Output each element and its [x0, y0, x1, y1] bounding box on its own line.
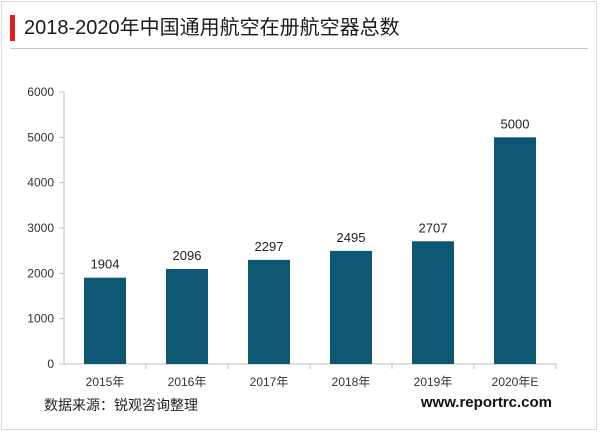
- title-accent-bar: [10, 15, 15, 41]
- chart-title: 2018-2020年中国通用航空在册航空器总数: [24, 17, 400, 39]
- x-tick-label: 2016年: [168, 375, 207, 389]
- y-tick-label: 6000: [27, 85, 54, 99]
- y-tick-label: 5000: [27, 130, 54, 144]
- data-label: 2495: [337, 230, 366, 245]
- data-label: 2096: [173, 248, 202, 263]
- source-note: 数据来源：锐观咨询整理: [44, 397, 198, 413]
- y-tick-label: 3000: [27, 221, 54, 235]
- y-tick-label: 4000: [27, 176, 54, 190]
- bars: 1904 2096 2297 2495 2707 5000: [84, 116, 536, 364]
- bar[interactable]: [84, 277, 126, 364]
- x-tick-label: 2018年: [332, 375, 371, 389]
- y-tick-label: 2000: [27, 266, 54, 280]
- x-tick-label: 2020年E: [492, 375, 539, 389]
- bar[interactable]: [494, 137, 536, 364]
- data-label: 2297: [255, 239, 284, 254]
- data-label: 5000: [501, 116, 530, 131]
- y-tick-label: 0: [47, 357, 54, 371]
- bar[interactable]: [330, 250, 372, 364]
- x-tick-label: 2019年: [414, 375, 453, 389]
- website-link[interactable]: www.reportrc.com: [420, 394, 552, 411]
- title-divider: [10, 48, 588, 49]
- bar[interactable]: [166, 268, 208, 364]
- y-axis: 0 1000 2000 3000 4000 5000 6000: [27, 85, 65, 371]
- y-tick-label: 1000: [27, 312, 54, 326]
- data-label: 1904: [91, 257, 120, 272]
- bar[interactable]: [248, 259, 290, 364]
- x-axis: 2015年 2016年 2017年 2018年 2019年 2020年E: [64, 363, 557, 389]
- bar[interactable]: [412, 241, 454, 364]
- data-label: 2707: [419, 220, 448, 235]
- x-tick-label: 2017年: [250, 375, 289, 389]
- x-tick-label: 2015年: [86, 375, 125, 389]
